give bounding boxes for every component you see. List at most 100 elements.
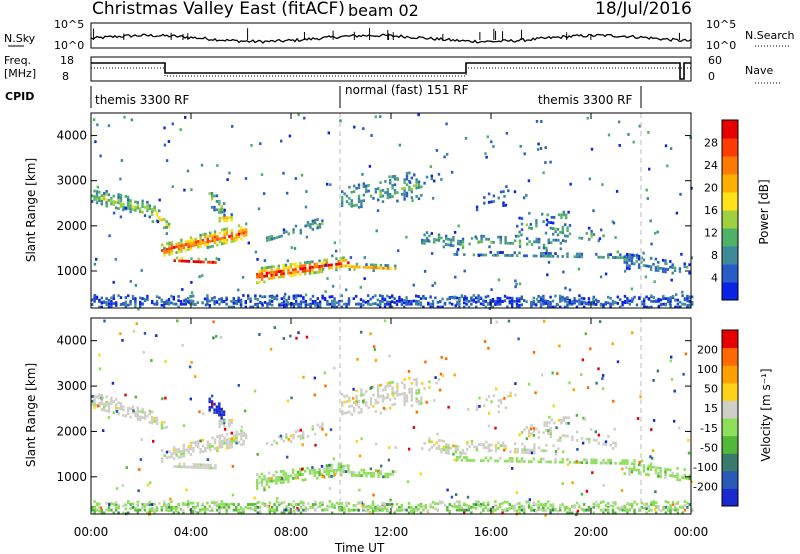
range-gate-cell bbox=[427, 301, 430, 305]
range-gate-cell bbox=[115, 200, 118, 204]
range-gate-cell bbox=[539, 147, 543, 150]
range-gate-cell bbox=[545, 246, 548, 250]
range-gate-cell bbox=[275, 294, 279, 298]
range-gate-cell bbox=[242, 231, 245, 235]
range-gate-cell bbox=[513, 300, 516, 303]
range-gate-cell bbox=[384, 472, 387, 476]
range-gate-cell bbox=[332, 469, 336, 472]
range-gate-cell bbox=[391, 473, 395, 476]
range-gate-cell bbox=[170, 508, 173, 512]
range-gate-cell bbox=[528, 240, 531, 243]
range-gate-cell bbox=[557, 447, 560, 451]
range-gate-cell bbox=[194, 440, 197, 444]
range-gate-cell bbox=[511, 302, 514, 306]
range-gate-cell bbox=[595, 500, 598, 504]
range-gate-cell bbox=[209, 231, 212, 235]
range-gate-cell bbox=[206, 297, 209, 301]
range-gate-cell bbox=[690, 256, 693, 260]
range-gate-cell bbox=[332, 457, 336, 461]
range-gate-cell bbox=[484, 295, 487, 299]
range-gate-cell bbox=[562, 213, 565, 217]
range-gate-cell bbox=[403, 508, 406, 512]
range-gate-cell bbox=[686, 297, 689, 300]
range-gate-cell bbox=[223, 419, 226, 423]
range-gate-cell bbox=[637, 266, 641, 269]
range-gate-cell bbox=[110, 296, 113, 300]
range-gate-cell bbox=[595, 381, 598, 385]
range-gate-cell bbox=[374, 509, 377, 512]
range-gate-cell bbox=[280, 234, 283, 238]
range-gate-cell bbox=[484, 300, 487, 303]
range-gate-cell bbox=[139, 210, 142, 213]
range-gate-cell bbox=[568, 381, 571, 385]
range-gate-cell bbox=[607, 256, 610, 259]
range-gate-cell bbox=[103, 197, 106, 201]
range-gate-cell bbox=[171, 122, 174, 126]
range-gate-cell bbox=[384, 407, 387, 411]
range-gate-cell bbox=[146, 511, 149, 515]
range-gate-cell bbox=[93, 198, 96, 201]
range-gate-cell bbox=[549, 511, 552, 515]
range-gate-cell bbox=[170, 505, 173, 509]
range-gate-cell bbox=[477, 297, 480, 300]
range-gate-cell bbox=[369, 397, 373, 400]
range-gate-cell bbox=[187, 503, 190, 506]
range-gate-cell bbox=[258, 500, 261, 504]
range-gate-cell bbox=[362, 265, 366, 269]
range-gate-cell bbox=[206, 237, 209, 241]
range-gate-cell bbox=[282, 475, 285, 479]
range-gate-cell bbox=[151, 410, 154, 414]
range-gate-cell bbox=[523, 511, 526, 515]
range-gate-cell bbox=[561, 434, 564, 437]
range-gate-cell bbox=[344, 264, 348, 268]
range-gate-cell bbox=[294, 177, 298, 180]
range-gate-cell bbox=[637, 257, 641, 261]
range-gate-cell bbox=[141, 210, 144, 214]
range-gate-cell bbox=[141, 199, 144, 203]
range-gate-cell bbox=[659, 475, 662, 479]
range-gate-cell bbox=[117, 294, 120, 297]
range-gate-cell bbox=[221, 439, 224, 443]
range-gate-cell bbox=[230, 234, 233, 238]
range-gate-cell bbox=[345, 504, 348, 508]
range-gate-cell bbox=[282, 231, 286, 234]
range-gate-cell bbox=[148, 215, 151, 219]
range-gate-cell bbox=[561, 503, 564, 506]
range-gate-cell bbox=[168, 247, 171, 251]
range-gate-cell bbox=[299, 505, 303, 509]
range-gate-cell bbox=[127, 195, 130, 199]
range-gate-cell bbox=[268, 302, 271, 306]
range-gate-cell bbox=[206, 443, 209, 447]
range-gate-cell bbox=[645, 188, 648, 192]
range-gate-cell bbox=[344, 470, 348, 473]
range-gate-cell bbox=[455, 505, 459, 509]
range-gate-cell bbox=[311, 468, 314, 472]
range-gate-cell bbox=[489, 456, 492, 460]
colorbar-swatch bbox=[722, 228, 738, 247]
range-gate-cell bbox=[400, 508, 403, 512]
range-gate-cell bbox=[233, 433, 236, 437]
range-gate-cell bbox=[443, 503, 447, 507]
range-gate-cell bbox=[391, 300, 394, 303]
range-gate-cell bbox=[645, 264, 648, 268]
range-gate-cell bbox=[280, 297, 283, 300]
range-gate-cell bbox=[218, 231, 221, 235]
range-gate-cell bbox=[551, 508, 555, 512]
range-gate-cell bbox=[545, 218, 549, 222]
range-gate-cell bbox=[362, 393, 365, 397]
range-gate-cell bbox=[119, 296, 123, 299]
range-gate-cell bbox=[134, 395, 137, 399]
range-gate-cell bbox=[547, 305, 550, 309]
range-gate-cell bbox=[647, 473, 650, 477]
range-gate-cell bbox=[472, 253, 476, 257]
range-gate-cell bbox=[415, 505, 418, 509]
range-gate-cell bbox=[554, 507, 557, 511]
range-gate-cell bbox=[490, 240, 493, 244]
range-gate-cell bbox=[581, 358, 585, 362]
range-gate-cell bbox=[592, 461, 596, 465]
range-gate-cell bbox=[311, 294, 315, 298]
range-gate-cell bbox=[436, 305, 439, 309]
range-gate-cell bbox=[340, 265, 343, 268]
range-gate-cell bbox=[650, 305, 653, 309]
